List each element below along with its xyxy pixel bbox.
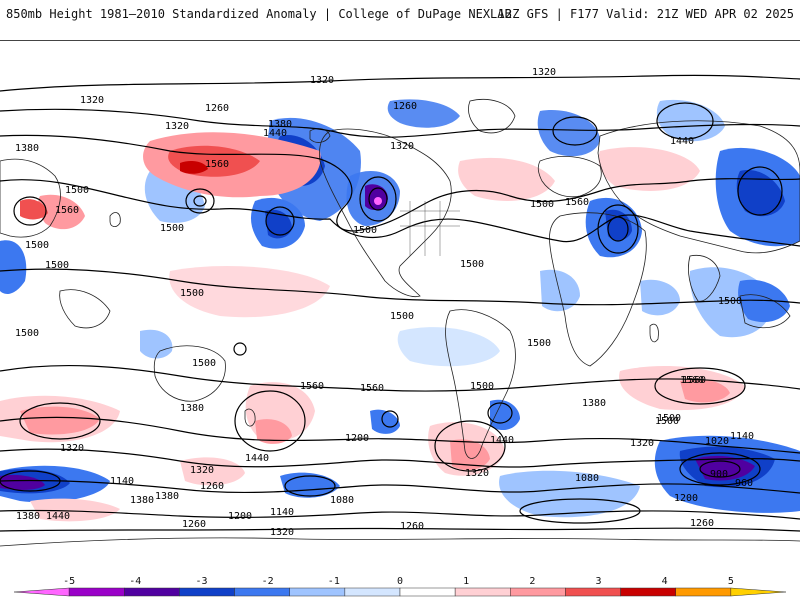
color-legend: -5 -4 -3 -2 -1 0 1 2 3 4 5	[0, 570, 800, 600]
model-run-info: 12Z GFS | F177 Valid: 21Z WED APR 02 202…	[497, 7, 794, 21]
contour-label: 1440	[670, 136, 694, 147]
contour-label: 1500	[45, 260, 69, 271]
contour-label: 1260	[182, 519, 206, 530]
legend-swatch	[234, 587, 290, 597]
anomaly-shading	[0, 99, 800, 522]
map-title: 850mb Height 1981–2010 Standardized Anom…	[6, 7, 512, 21]
contour-label: 1140	[270, 507, 294, 518]
contour-label: 1140	[730, 431, 754, 442]
contour-label: 1320	[532, 67, 556, 78]
legend-tick-label: 0	[397, 576, 403, 587]
contour-label: 1500	[390, 311, 414, 322]
contour-label: 1200	[674, 493, 698, 504]
contour-label: 1440	[490, 435, 514, 446]
contour-label: 1500	[718, 296, 742, 307]
legend-tick-label: 5	[728, 576, 734, 587]
contour-label: 1320	[630, 438, 654, 449]
legend-swatch	[68, 587, 125, 597]
contour-label: 1380	[130, 495, 154, 506]
height-contours	[0, 74, 800, 532]
contour-label: 1500	[527, 338, 551, 349]
contour-label: 1260	[200, 481, 224, 492]
contour-label: 1320	[60, 443, 84, 454]
contour-label: 1440	[46, 511, 70, 522]
contour-label: 1380	[582, 398, 606, 409]
contour-label: 1320	[390, 141, 414, 152]
contour-label: 1260	[205, 103, 229, 114]
contour-label: 1560	[360, 383, 384, 394]
contour-label: 1260	[400, 521, 424, 532]
contour-label: 1320	[310, 75, 334, 86]
legend-swatch	[730, 587, 787, 597]
legend-swatch	[124, 587, 180, 597]
contour-label: 1260	[690, 518, 714, 529]
legend-tick-label: -5	[63, 576, 75, 587]
legend-swatch	[344, 587, 401, 597]
contour-label: 1200	[345, 433, 369, 444]
contour-label: 1140	[110, 476, 134, 487]
contour-label: 1500	[460, 259, 484, 270]
contour-label: 1560	[300, 381, 324, 392]
contour-label: 1080	[330, 495, 354, 506]
contour-label: 1080	[575, 473, 599, 484]
legend-swatch	[565, 587, 621, 597]
legend-tick-label: -4	[129, 576, 141, 587]
contour-label: 1380	[155, 491, 179, 502]
contour-label: 1500	[192, 358, 216, 369]
contour-label: 1500	[15, 328, 39, 339]
legend-swatch	[399, 587, 456, 597]
contour-label: 1500	[25, 240, 49, 251]
contour-labels: 1320 1320 1320 1260 1320 1380 1440 1560 …	[15, 67, 754, 538]
contour-label: 1500	[160, 223, 184, 234]
contour-label: 900	[710, 469, 728, 480]
contour-label: 1560	[205, 159, 229, 170]
legend-tick-label: -1	[328, 576, 340, 587]
borders	[400, 201, 460, 256]
contour-label: 1500	[65, 185, 89, 196]
contour-label: 1500	[655, 416, 679, 427]
contour-label: 1560	[55, 205, 79, 216]
legend-bar: -5 -4 -3 -2 -1 0 1 2 3 4 5	[13, 576, 787, 597]
legend-tick-label: 2	[529, 576, 535, 587]
contour-label: 1500	[530, 199, 554, 210]
contour-label: 1200	[228, 511, 252, 522]
legend-tick-label: -2	[262, 576, 274, 587]
legend-swatch	[620, 587, 676, 597]
contour-label: 960	[735, 478, 753, 489]
contour-label: 1380	[15, 143, 39, 154]
legend-swatch	[179, 587, 235, 597]
contour-label: 1320	[270, 527, 294, 538]
contour-label: 1260	[393, 101, 417, 112]
contour-label: 1500	[180, 288, 204, 299]
contour-label: 1320	[80, 95, 104, 106]
contour-label: 1440	[245, 453, 269, 464]
legend-tick-label: -3	[195, 576, 207, 587]
contour-label: 1320	[165, 121, 189, 132]
contour-label: 1560	[680, 375, 704, 386]
contour-label: 1380	[180, 403, 204, 414]
contour-label: 1320	[465, 468, 489, 479]
contour-label: 1380	[268, 119, 292, 130]
legend-tick-label: 1	[463, 576, 469, 587]
anomaly-map: 1320 1320 1320 1260 1320 1380 1440 1560 …	[0, 40, 800, 572]
contour-label: 1560	[565, 197, 589, 208]
contour-label: 1440	[263, 128, 287, 139]
contour-label: 1020	[705, 436, 729, 447]
legend-tick-label: 4	[662, 576, 668, 587]
contour-label: 1500	[470, 381, 494, 392]
map-header: 850mb Height 1981–2010 Standardized Anom…	[0, 0, 800, 40]
contour-label: 1560	[682, 375, 706, 386]
contour-label: 1500	[657, 413, 681, 424]
legend-swatch	[510, 587, 566, 597]
legend-swatch	[289, 587, 346, 597]
contour-label: 1500	[353, 225, 377, 236]
map-canvas: 1320 1320 1320 1260 1320 1380 1440 1560 …	[0, 67, 800, 547]
legend-swatch	[675, 587, 732, 597]
contour-label: 1320	[190, 465, 214, 476]
contour-label: 1380	[16, 511, 40, 522]
legend-swatch	[454, 587, 511, 597]
legend-swatch	[13, 587, 70, 597]
legend-tick-label: 3	[595, 576, 601, 587]
